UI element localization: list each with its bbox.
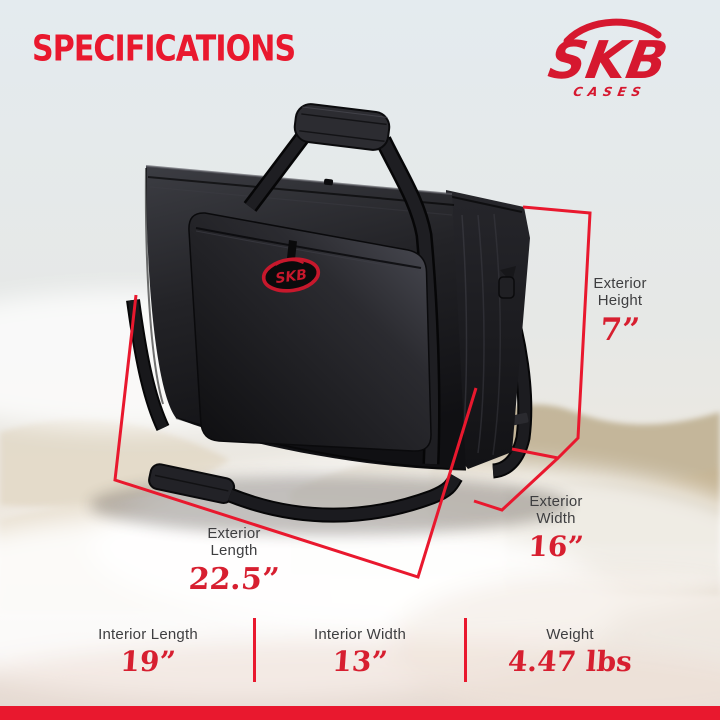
interior-width-value: 13” [331, 645, 389, 678]
width-bracket-lower [473, 456, 560, 512]
skb-oval-logo: SKB [261, 257, 321, 293]
exterior-length-value: 22.5” [187, 561, 281, 597]
callout-exterior-height: Exterior Height 7” [593, 275, 647, 348]
exterior-width-label-line1: Exterior [529, 493, 583, 510]
page-title: SPECIFICATIONS [32, 27, 296, 70]
carry-handle [243, 103, 391, 212]
height-width-bracket [511, 205, 592, 460]
bag-logo-text: SKB [275, 267, 309, 287]
exterior-height-label-line1: Exterior [593, 275, 647, 292]
weight-value: 4.47 lbs [506, 645, 634, 678]
interior-length-label: Interior Length [98, 626, 198, 643]
front-pocket [188, 212, 432, 452]
exterior-width-label-line2: Width [536, 509, 576, 527]
zipper-pull [287, 240, 297, 260]
brand-logo-tagline: CASES [572, 84, 647, 99]
shoulder-strap-front [126, 266, 516, 523]
spec-interior-length: Interior Length 19” [43, 626, 253, 678]
logo-swoosh-icon [563, 18, 662, 45]
spec-divider-1 [253, 618, 256, 682]
exterior-length-label-line1: Exterior [207, 525, 261, 542]
footer-accent-bar [0, 706, 720, 720]
spec-divider-2 [464, 618, 467, 682]
exterior-length-label-line2: Length [210, 541, 258, 559]
spec-weight: Weight 4.47 lbs [465, 626, 675, 678]
brand-logo-text: SKB [544, 30, 672, 91]
exterior-height-label-line2: Height [597, 291, 643, 309]
strap-d-ring [498, 276, 515, 299]
callout-exterior-width: Exterior Width 16” [527, 493, 585, 563]
length-bracket [113, 294, 478, 579]
callout-exterior-length: Exterior Length 22.5” [187, 525, 281, 597]
spec-interior-width: Interior Width 13” [255, 626, 465, 678]
bag-gusset [444, 190, 530, 469]
handle-strap-right-band [375, 136, 441, 465]
exterior-width-value: 16” [527, 529, 585, 563]
interior-length-value: 19” [119, 645, 177, 678]
interior-width-label: Interior Width [314, 626, 406, 643]
weight-label: Weight [546, 626, 594, 643]
skb-cases-logo: SKB CASES [544, 18, 672, 99]
exterior-height-value: 7” [599, 311, 641, 348]
